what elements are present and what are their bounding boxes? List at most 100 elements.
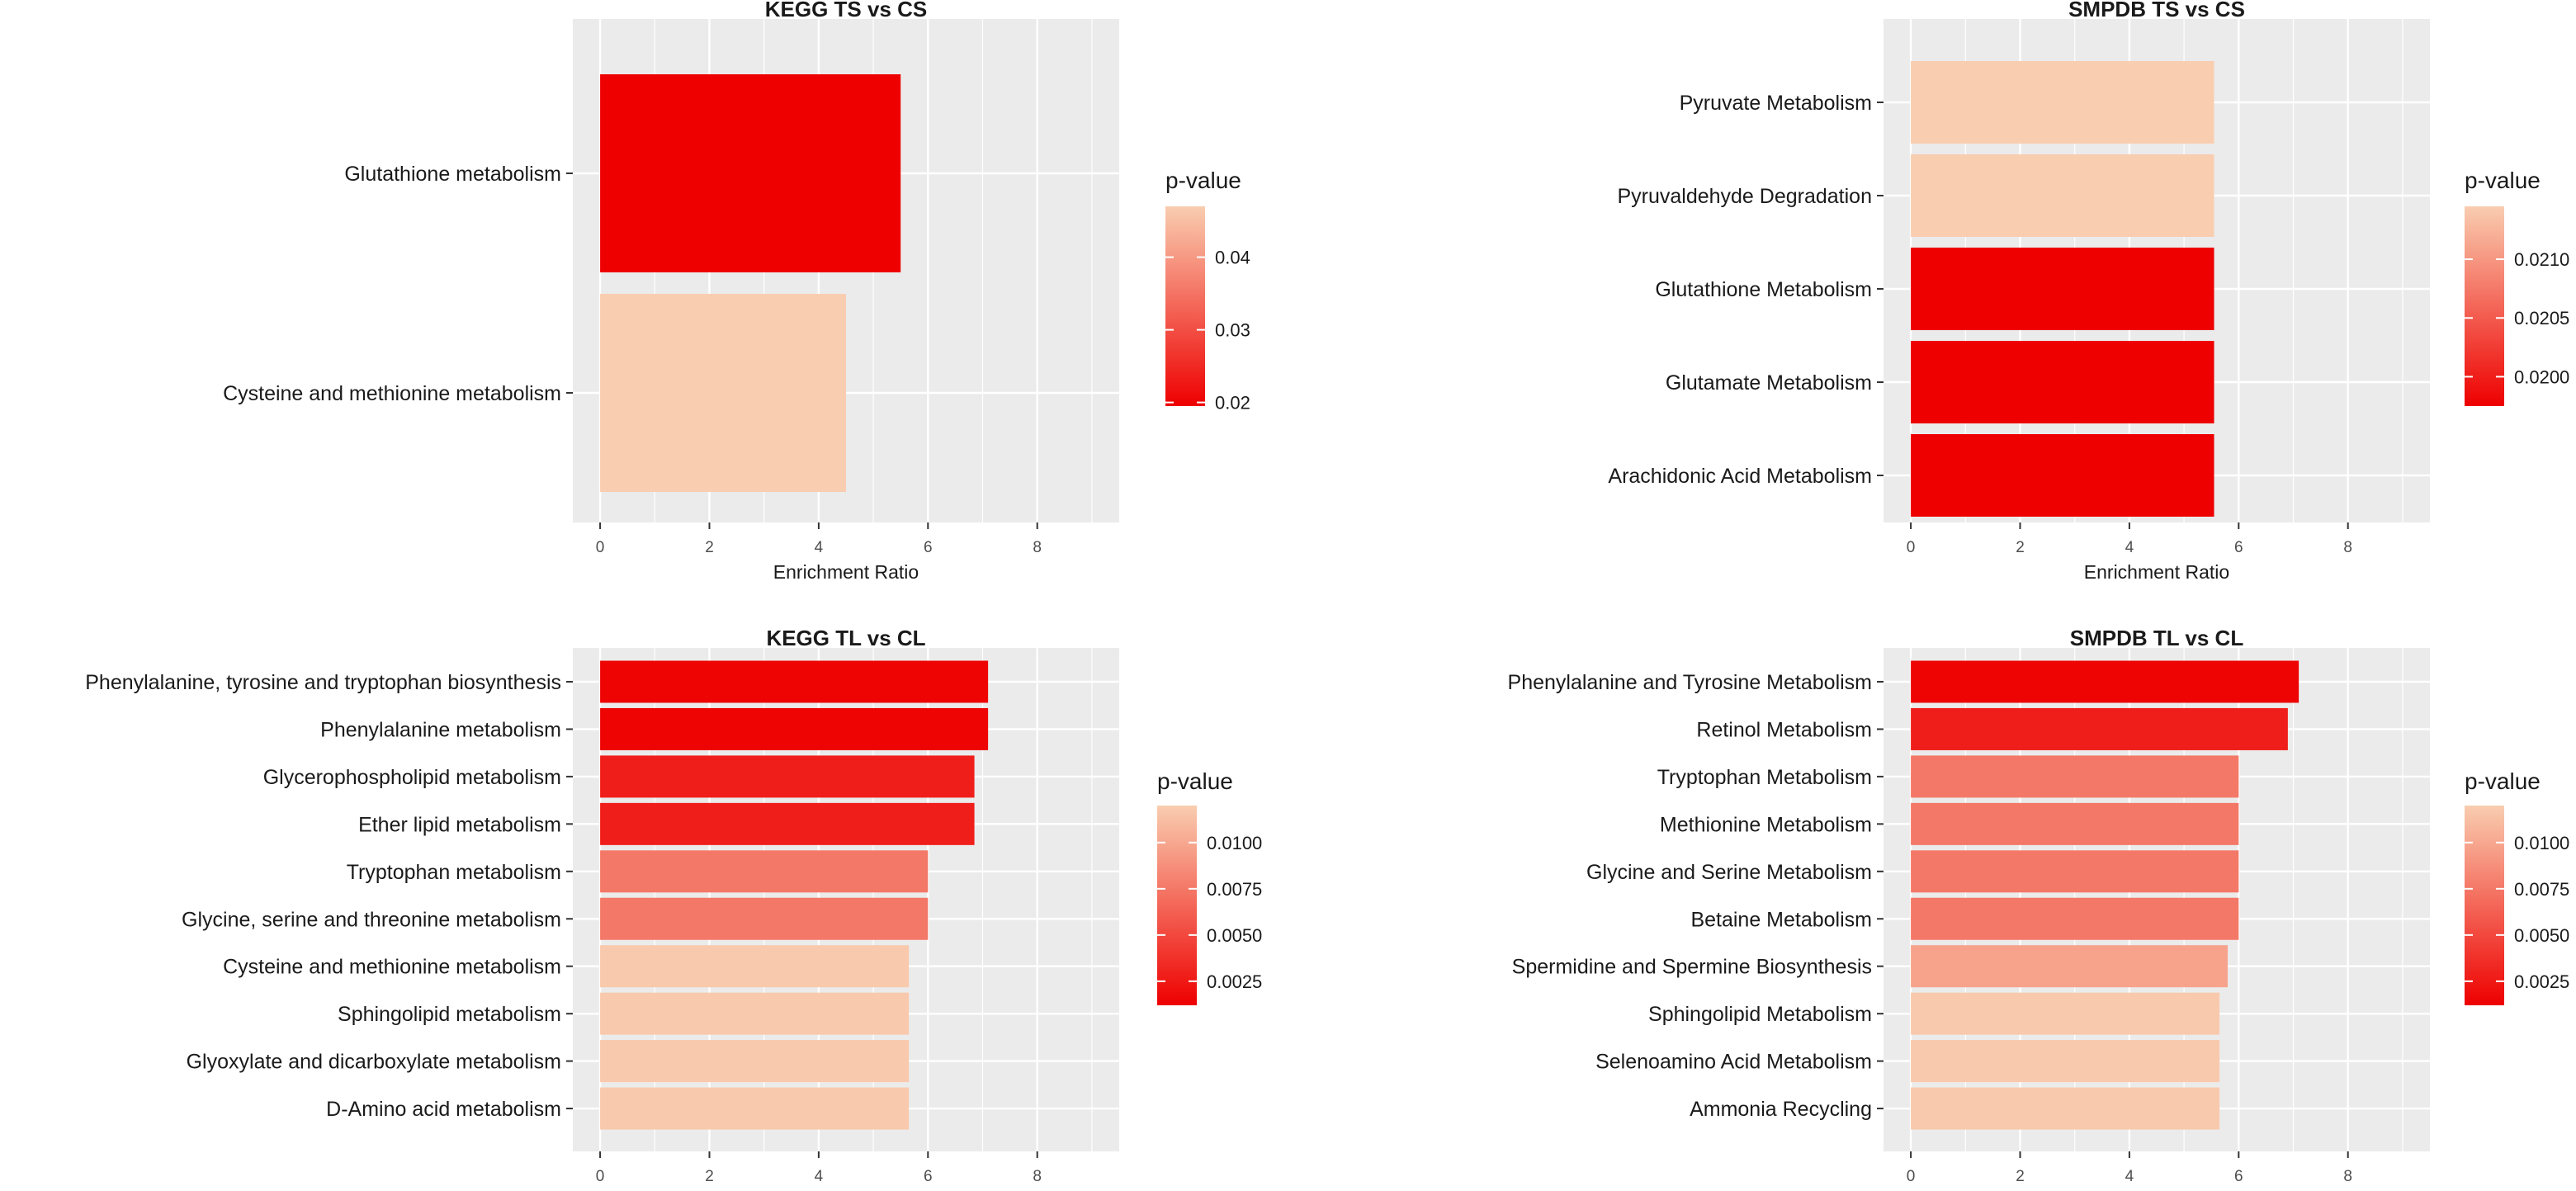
x-tick-label: 2 — [705, 1168, 714, 1185]
category-label: Cysteine and methionine metabolism — [223, 382, 561, 405]
category-label: Glycerophospholipid metabolism — [263, 766, 561, 789]
legend-tick-label: 0.0205 — [2514, 308, 2569, 328]
bar — [1911, 707, 2288, 750]
legend-colorbar — [2465, 206, 2504, 406]
bar — [600, 74, 901, 272]
legend-tick-label: 0.0025 — [2514, 971, 2569, 992]
bar — [1911, 660, 2299, 703]
category-label: Retinol Metabolism — [1696, 718, 1872, 741]
x-tick-label: 6 — [924, 539, 933, 556]
legend-title: p-value — [1165, 168, 1241, 193]
bar — [1911, 1040, 2220, 1083]
bar — [1911, 61, 2214, 144]
bar — [1911, 154, 2214, 237]
legend-tick-label: 0.02 — [1215, 393, 1250, 414]
p-value-legend: p-value 0.0200 0.0205 0.0210 — [2465, 168, 2569, 406]
bar — [1911, 248, 2214, 330]
category-label: Phenylalanine and Tyrosine Metabolism — [1508, 671, 1872, 694]
bar — [600, 992, 910, 1035]
p-value-legend: p-value 0.02 0.03 0.04 — [1165, 168, 1250, 414]
x-tick-label: 4 — [2125, 539, 2134, 556]
legend-title: p-value — [2465, 168, 2541, 193]
category-label: Sphingolipid Metabolism — [1648, 1003, 1872, 1026]
x-tick-label: 8 — [1033, 539, 1042, 556]
x-tick-label: 4 — [2125, 1168, 2134, 1185]
bar — [1911, 434, 2214, 517]
legend-tick-label: 0.0050 — [1207, 925, 1262, 946]
category-label: Tryptophan metabolism — [347, 861, 561, 884]
category-label: Betaine Metabolism — [1690, 908, 1872, 931]
x-tick-label: 0 — [1907, 539, 1916, 556]
legend-tick-label: 0.0100 — [2514, 833, 2569, 853]
chart-title: KEGG TS vs CS — [765, 0, 928, 21]
x-tick-label: 0 — [596, 1168, 605, 1185]
legend-tick-label: 0.0100 — [1207, 833, 1262, 853]
category-label: Glycine, serine and threonine metabolism — [182, 908, 561, 931]
bar — [600, 1040, 910, 1083]
chart-4: Phenylalanine and Tyrosine Metabolism Ret… — [1508, 626, 2570, 1191]
bar — [1911, 1087, 2220, 1130]
legend-title: p-value — [1157, 768, 1233, 794]
chart-2: Pyruvate Metabolism Pyruvaldehyde Degrada… — [1608, 0, 2569, 583]
bar — [1911, 945, 2229, 988]
x-axis-title: Enrichment Ratio — [773, 561, 919, 583]
x-tick-label: 8 — [1033, 1168, 1042, 1185]
bar — [1911, 850, 2239, 893]
x-tick-label: 4 — [815, 539, 824, 556]
x-tick-label: 2 — [705, 539, 714, 556]
bar — [600, 802, 975, 845]
legend-tick-label: 0.03 — [1215, 320, 1250, 341]
category-label: Glyoxylate and dicarboxylate metabolism — [187, 1051, 561, 1074]
x-tick-label: 2 — [2016, 539, 2025, 556]
legend-tick-label: 0.0075 — [2514, 879, 2569, 900]
category-label: Pyruvaldehyde Degradation — [1617, 185, 1872, 208]
x-tick-label: 4 — [815, 1168, 824, 1185]
bar — [600, 1087, 910, 1130]
bar — [600, 897, 929, 940]
bar — [600, 755, 975, 798]
category-label: Glutathione Metabolism — [1655, 278, 1872, 301]
category-label: Pyruvate Metabolism — [1680, 92, 1872, 115]
x-tick-label: 6 — [924, 1168, 933, 1185]
category-label: Methionine Metabolism — [1660, 813, 1872, 836]
category-label: Arachidonic Acid Metabolism — [1608, 465, 1872, 488]
legend-tick-label: 0.04 — [1215, 248, 1250, 268]
bar — [600, 945, 910, 988]
category-label: Selenoamino Acid Metabolism — [1595, 1051, 1872, 1074]
category-label: D-Amino acid metabolism — [326, 1098, 561, 1121]
p-value-legend: p-value 0.0025 0.0050 0.0075 0.0100 — [2465, 768, 2569, 1005]
legend-title: p-value — [2465, 768, 2541, 794]
chart-title: SMPDB TL vs CL — [2070, 626, 2244, 650]
category-label: Glycine and Serine Metabolism — [1586, 861, 1872, 884]
x-tick-label: 0 — [1907, 1168, 1916, 1185]
category-label: Cysteine and methionine metabolism — [223, 956, 561, 979]
category-label: Tryptophan Metabolism — [1657, 766, 1872, 789]
x-axis-title: Enrichment Ratio — [2084, 561, 2229, 583]
legend-colorbar — [1157, 806, 1197, 1005]
x-tick-label: 0 — [596, 539, 605, 556]
legend-colorbar — [1165, 206, 1205, 406]
bar — [600, 660, 989, 703]
chart-1: Glutathione metabolism Cysteine and methi… — [223, 0, 1250, 583]
legend-tick-label: 0.0075 — [1207, 879, 1262, 900]
x-tick-label: 2 — [2016, 1168, 2025, 1185]
x-tick-label: 8 — [2343, 1168, 2352, 1185]
chart-title: KEGG TL vs CL — [766, 626, 925, 650]
category-label: Phenylalanine, tyrosine and tryptophan b… — [85, 671, 561, 694]
chart-title: SMPDB TS vs CS — [2068, 0, 2245, 21]
category-label: Sphingolipid metabolism — [338, 1003, 561, 1026]
x-tick-label: 8 — [2343, 539, 2352, 556]
bar — [1911, 802, 2239, 845]
x-tick-label: 6 — [2234, 539, 2243, 556]
category-label: Ammonia Recycling — [1690, 1098, 1872, 1121]
legend-colorbar — [2465, 806, 2504, 1005]
p-value-legend: p-value 0.0025 0.0050 0.0075 0.0100 — [1157, 768, 1262, 1005]
legend-tick-label: 0.0025 — [1207, 971, 1262, 992]
legend-tick-label: 0.0200 — [2514, 366, 2569, 387]
bar — [600, 707, 989, 750]
category-label: Ether lipid metabolism — [358, 813, 561, 836]
bar — [1911, 897, 2239, 940]
bar — [600, 850, 929, 893]
bar — [600, 294, 846, 492]
